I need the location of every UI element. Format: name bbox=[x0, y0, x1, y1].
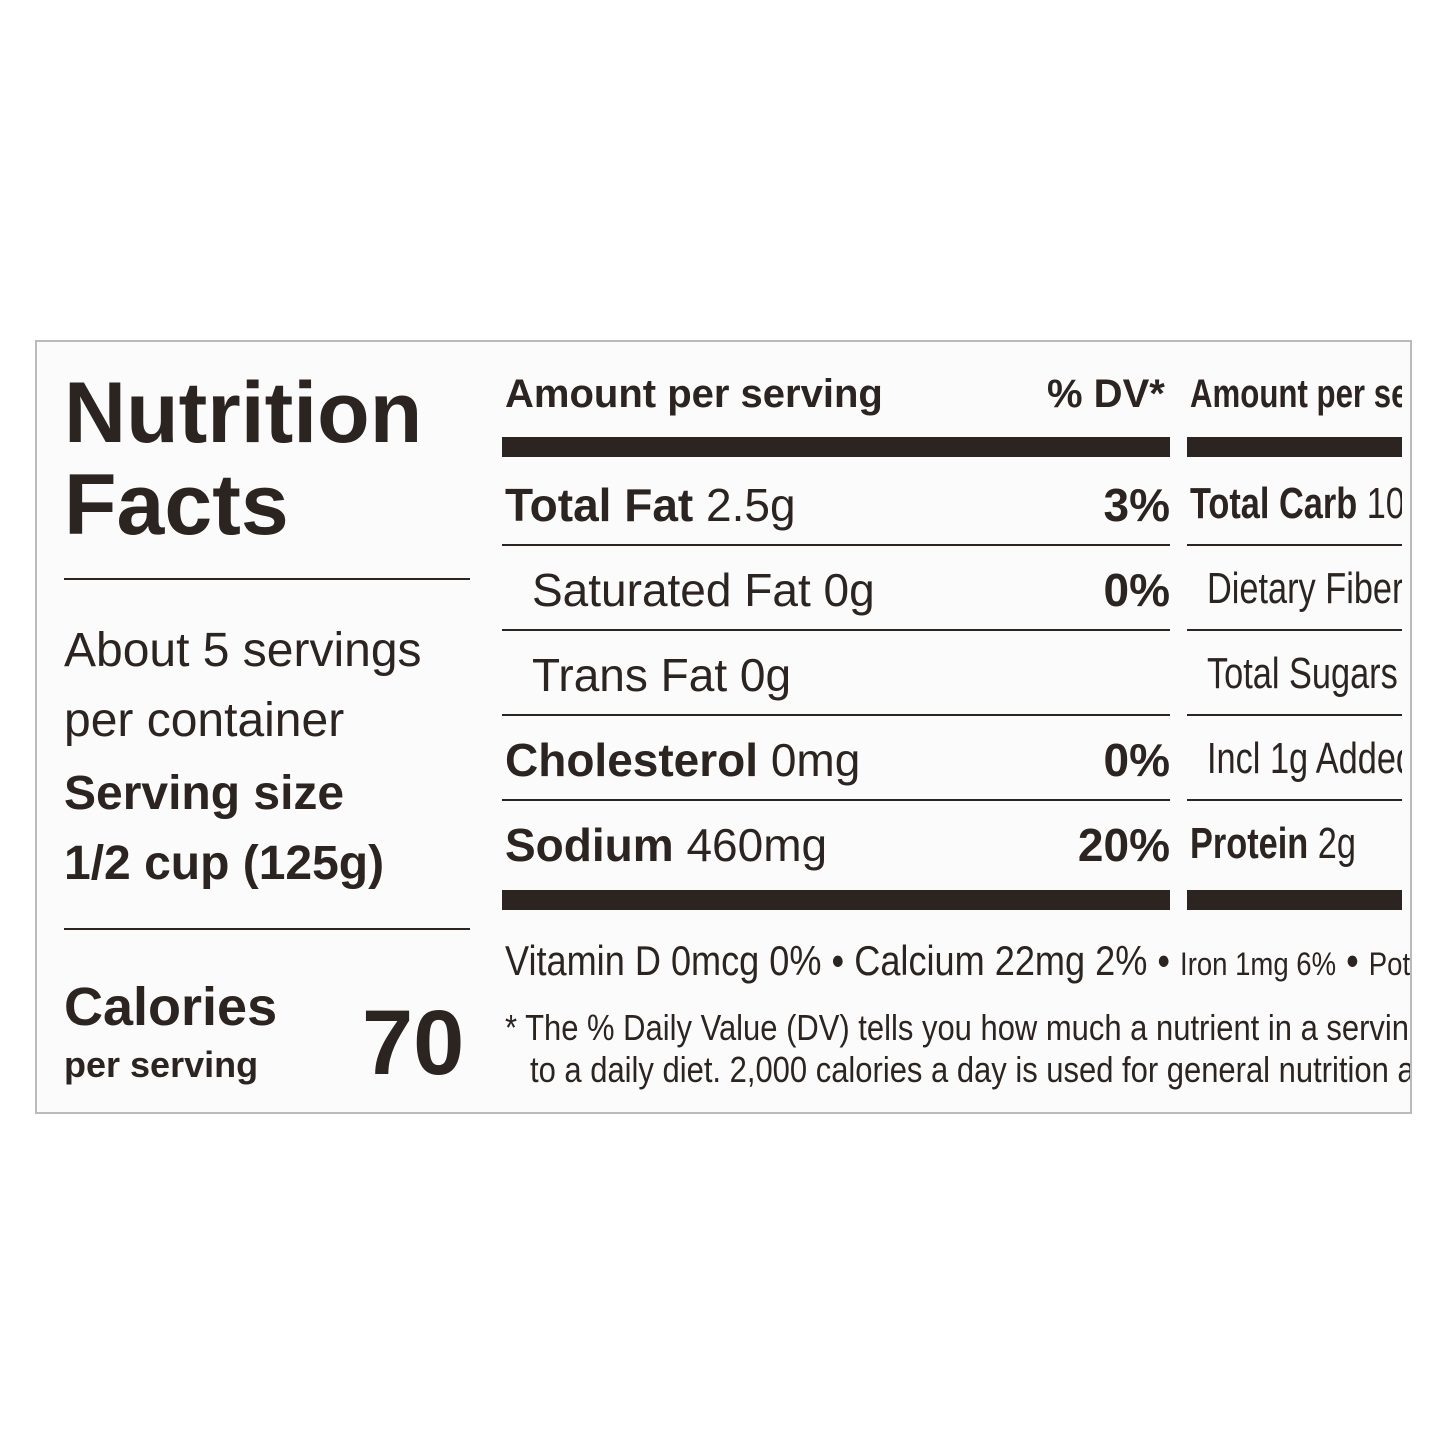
micronutrient: Potass bbox=[1368, 946, 1411, 982]
row: Protein 2g bbox=[1190, 822, 1356, 866]
divider bbox=[1187, 629, 1402, 631]
header-dv: % DV* bbox=[1047, 372, 1165, 416]
nutrient-amount: 2g bbox=[1317, 819, 1356, 868]
thick-bar bbox=[1187, 437, 1402, 457]
row: Dietary Fiber 2g bbox=[1207, 567, 1402, 611]
divider bbox=[64, 928, 470, 930]
serving-size: Serving size bbox=[64, 767, 345, 820]
footnote: to a daily diet. 2,000 calories a day is… bbox=[530, 1049, 1412, 1090]
thick-bar bbox=[502, 437, 1170, 457]
divider bbox=[502, 629, 1170, 631]
servings: About 5 servings bbox=[64, 624, 422, 677]
header-amount: Amount per serving bbox=[505, 372, 883, 416]
nutrient-amount: 10g bbox=[1366, 479, 1402, 528]
right-column: Amount per servin Total Carb 10g Dietary … bbox=[1187, 342, 1402, 1112]
nutrient-amount: 0g bbox=[739, 649, 792, 701]
thick-bar bbox=[1187, 890, 1402, 910]
divider bbox=[1187, 714, 1402, 716]
row: Cholesterol 0mg bbox=[505, 737, 860, 783]
row: Incl 1g Added Sug bbox=[1207, 737, 1402, 781]
title: Nutrition bbox=[64, 365, 423, 461]
daily-value: 0% bbox=[1103, 564, 1170, 616]
nutrient-amount: 0mg bbox=[770, 734, 861, 786]
row: Total Fat 2.5g bbox=[505, 482, 796, 528]
servings: per container bbox=[64, 694, 345, 747]
row: Trans Fat 0g bbox=[532, 652, 791, 698]
footnote: * The % Daily Value (DV) tells you how m… bbox=[505, 1007, 1412, 1048]
calories-sublabel: per serving bbox=[64, 1044, 259, 1085]
row: Total Sugars 6g bbox=[1207, 652, 1402, 696]
micros: Vitamin D 0mcg 0% • Calcium 22mg 2% • Ir… bbox=[505, 937, 1411, 984]
header-amount: Amount per servin bbox=[1190, 372, 1402, 416]
daily-value: 20% bbox=[1077, 819, 1170, 871]
row: Total Carb 10g bbox=[1190, 482, 1402, 526]
thick-bar bbox=[502, 890, 1170, 910]
nutrient-amount: 2.5g bbox=[706, 479, 796, 531]
micronutrient: Calcium 22mg 2% bbox=[854, 937, 1148, 984]
nutrition-label: Nutrition Facts About 5 servings per con… bbox=[35, 340, 1412, 1114]
nutrient-name: Total Carb bbox=[1190, 479, 1358, 528]
nutrient-name: Total Sugars bbox=[1207, 649, 1398, 698]
micronutrient: Vitamin D 0mcg 0% bbox=[505, 937, 822, 984]
calories-label: Calories bbox=[64, 977, 278, 1037]
nutrient-name: Dietary Fiber bbox=[1207, 564, 1402, 613]
divider bbox=[1187, 544, 1402, 546]
divider bbox=[502, 544, 1170, 546]
calories-value: 70 bbox=[362, 992, 465, 1094]
divider bbox=[64, 578, 470, 580]
row: Saturated Fat 0g bbox=[532, 567, 875, 613]
title: Facts bbox=[64, 457, 289, 553]
nutrient-amount: 0g bbox=[823, 564, 875, 616]
nutrient-name: Cholesterol bbox=[505, 734, 759, 786]
row: Sodium 460mg bbox=[505, 822, 827, 868]
daily-value: 3% bbox=[1103, 479, 1170, 531]
nutrient-name: Saturated Fat bbox=[532, 564, 811, 616]
nutrient-name: Total Fat bbox=[505, 479, 694, 531]
daily-value: 0% bbox=[1103, 734, 1170, 786]
micronutrient: Iron 1mg 6% bbox=[1180, 946, 1337, 982]
divider bbox=[1187, 799, 1402, 801]
nutrient-name: Incl 1g Added Sug bbox=[1207, 734, 1402, 783]
nutrient-name: Protein bbox=[1190, 819, 1309, 868]
nutrient-name: Trans Fat bbox=[532, 649, 728, 701]
nutrient-amount: 460mg bbox=[686, 819, 828, 871]
serving-size: 1/2 cup (125g) bbox=[64, 837, 385, 890]
divider bbox=[502, 714, 1170, 716]
divider bbox=[502, 799, 1170, 801]
nutrient-name: Sodium bbox=[505, 819, 674, 871]
